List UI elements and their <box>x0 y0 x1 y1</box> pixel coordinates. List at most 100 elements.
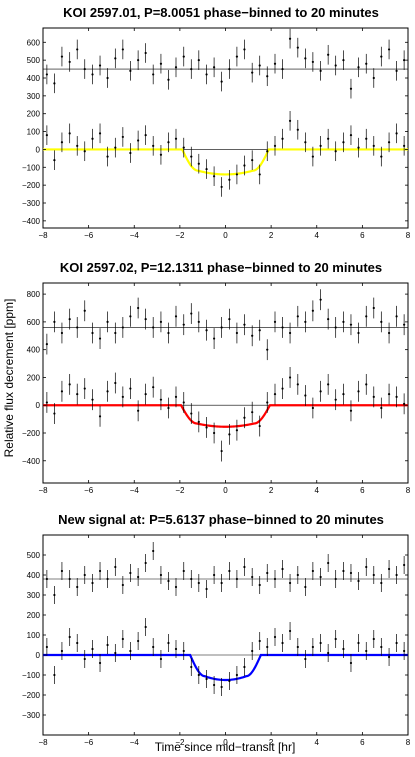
offset-binned-point <box>76 48 79 51</box>
binned-point <box>387 141 391 144</box>
binned-point <box>273 144 277 147</box>
binned-point <box>159 398 163 401</box>
y-tick-label: −400 <box>22 457 41 466</box>
y-tick-label: 100 <box>27 128 41 137</box>
binned-point <box>98 415 102 418</box>
binned-point <box>311 645 314 649</box>
binned-point <box>129 649 132 653</box>
offset-binned-point <box>91 581 94 585</box>
y-tick-label: 200 <box>27 611 41 620</box>
binned-point <box>182 649 185 653</box>
binned-point <box>349 661 353 665</box>
offset-binned-point <box>395 573 398 577</box>
x-tick-label: −8 <box>38 231 48 240</box>
offset-binned-point <box>60 569 64 573</box>
offset-binned-point <box>98 337 102 340</box>
binned-point <box>296 128 299 131</box>
offset-binned-point <box>403 59 406 62</box>
binned-point <box>349 409 353 412</box>
offset-binned-point <box>349 87 353 90</box>
binned-point <box>243 164 246 167</box>
binned-point <box>228 679 231 683</box>
offset-binned-point <box>129 315 132 318</box>
x-tick-label: −4 <box>130 486 140 495</box>
offset-binned-point <box>174 585 178 589</box>
binned-point <box>319 144 322 147</box>
offset-binned-point <box>98 64 102 67</box>
binned-point <box>304 394 307 397</box>
binned-point <box>167 406 170 410</box>
offset-binned-point <box>174 66 178 69</box>
offset-binned-point <box>121 48 124 51</box>
offset-binned-point <box>380 581 383 585</box>
offset-binned-point <box>137 59 140 62</box>
y-tick-label: −300 <box>22 199 41 208</box>
offset-binned-point <box>106 320 109 323</box>
y-tick-label: 800 <box>27 290 41 299</box>
offset-binned-point <box>45 343 48 346</box>
offset-binned-point <box>304 320 307 323</box>
offset-binned-point <box>365 62 368 65</box>
x-tick-label: 2 <box>269 738 274 747</box>
offset-binned-point <box>53 82 56 85</box>
x-tick-label: −8 <box>38 738 48 747</box>
panel-1-content: −8 −6 −4 −2 0 2 4 6 8 −400 −300 −200 −100 0 100 200 300 4… <box>22 28 411 240</box>
x-tick-label: 0 <box>223 231 228 240</box>
offset-binned-point <box>365 315 368 318</box>
binned-point <box>114 651 117 655</box>
binned-point <box>159 153 163 156</box>
offset-binned-point <box>91 73 94 76</box>
panel-1-axes <box>42 27 409 229</box>
offset-binned-point <box>83 309 86 312</box>
binned-point <box>243 416 246 419</box>
offset-binned-point <box>220 326 223 329</box>
binned-point <box>182 146 185 149</box>
binned-point <box>365 649 368 653</box>
y-tick-label: 300 <box>27 591 41 600</box>
x-tick-label: −4 <box>130 231 140 240</box>
offset-binned-point <box>144 561 147 565</box>
offset-binned-point <box>380 55 383 58</box>
offset-binned-point <box>281 326 284 329</box>
panel-3-title: New signal at: P=5.6137 phase−binned to … <box>58 512 384 527</box>
binned-point <box>266 645 269 649</box>
y-tick-label: 0 <box>36 145 41 154</box>
binned-point <box>243 665 246 669</box>
binned-point <box>288 629 292 633</box>
binned-point <box>266 401 269 404</box>
binned-point <box>83 150 86 153</box>
binned-point <box>137 139 140 142</box>
panel-2-title: KOI 2597.02, P=12.1311 phase−binned to 2… <box>60 260 382 275</box>
offset-binned-point <box>327 318 330 321</box>
binned-point <box>403 144 406 147</box>
binned-point <box>251 649 254 653</box>
binned-point <box>167 641 170 645</box>
binned-point <box>334 398 337 401</box>
binned-point <box>327 651 330 655</box>
y-tick-label: −200 <box>22 181 41 190</box>
binned-point <box>197 420 200 423</box>
binned-point <box>319 641 322 645</box>
offset-binned-point <box>121 326 124 329</box>
binned-point <box>83 387 86 390</box>
offset-binned-point <box>365 565 368 569</box>
offset-binned-point <box>159 573 163 577</box>
offset-binned-point <box>60 331 64 335</box>
offset-binned-point <box>167 331 170 335</box>
offset-binned-point <box>349 323 353 326</box>
binned-point <box>91 137 94 140</box>
binned-point <box>152 386 155 389</box>
offset-binned-point <box>45 73 48 76</box>
offset-binned-point <box>273 577 277 581</box>
offset-binned-point <box>121 583 124 587</box>
binned-point <box>365 383 368 386</box>
binned-point <box>144 625 147 629</box>
offset-binned-point <box>281 67 284 71</box>
panel-2-axes <box>42 282 409 484</box>
offset-binned-point <box>357 331 360 335</box>
offset-binned-point <box>114 331 117 335</box>
x-tick-label: 0 <box>223 486 228 495</box>
offset-binned-point <box>159 62 163 65</box>
offset-binned-point <box>258 329 261 332</box>
binned-point <box>53 159 56 162</box>
